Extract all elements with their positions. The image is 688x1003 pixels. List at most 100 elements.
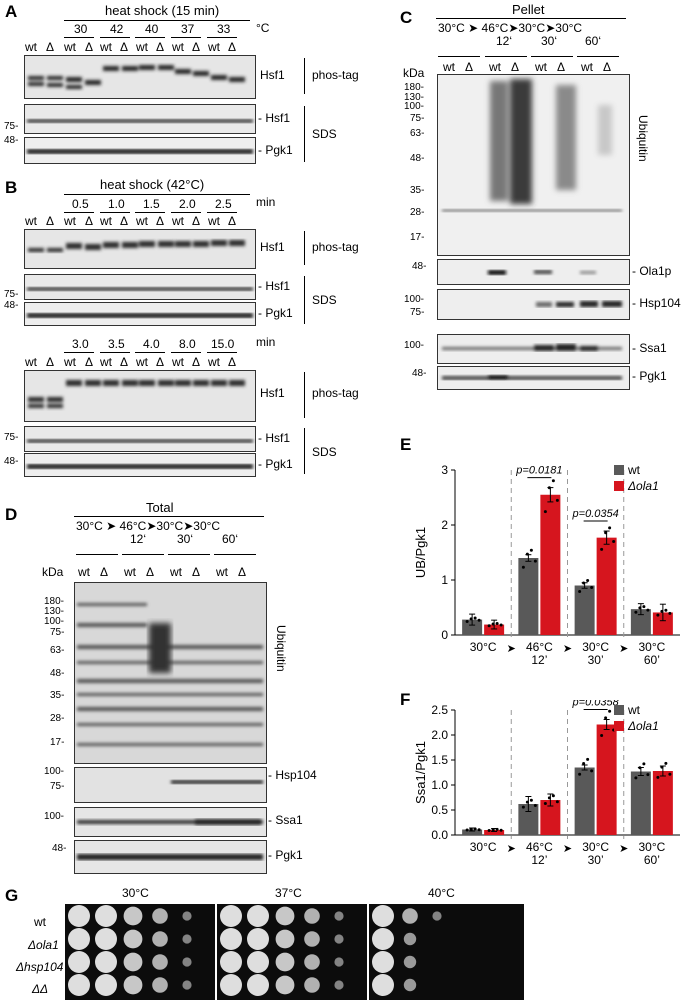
band-pgk1: - Pgk1 — [258, 306, 293, 320]
marker: 75- — [50, 627, 65, 638]
band-hsf1: Hsf1 — [260, 240, 285, 254]
legend-swatch — [614, 721, 624, 731]
data-point — [543, 802, 547, 805]
marker: 180- — [44, 596, 65, 607]
bar — [630, 609, 651, 635]
lane-wt: wt — [64, 40, 76, 54]
x-tick-label: 30’ — [588, 653, 604, 667]
data-point — [495, 622, 499, 626]
panel-label-g: G — [5, 886, 19, 905]
x-tick-label: 12’ — [531, 853, 547, 867]
marker-48: 48- — [4, 456, 19, 467]
temp-40: 40°C — [428, 886, 455, 900]
blot-d-ubiquitin — [74, 582, 267, 764]
y-axis-label: Ssa1/Pgk1 — [413, 741, 428, 804]
yeast-spot — [304, 908, 320, 924]
lane-wt: wt — [100, 355, 112, 369]
blot-c-pgk1 — [437, 366, 630, 390]
band-ssa1: - Ssa1 — [268, 813, 303, 827]
blot-a-pgk1 — [24, 137, 256, 164]
data-point — [551, 794, 555, 798]
y-tick-label: 2 — [441, 518, 448, 532]
data-point — [555, 498, 559, 502]
lane-wt: wt — [136, 355, 148, 369]
yeast-spot — [152, 931, 168, 947]
panel-label-c: C — [400, 8, 413, 27]
lane-delta: Δ — [156, 214, 165, 228]
lane-wt: wt — [489, 60, 501, 74]
bar — [484, 830, 505, 835]
marker: 48- — [410, 153, 425, 164]
lane-delta: Δ — [156, 40, 165, 54]
data-point — [586, 579, 590, 583]
y-tick-label: 1.5 — [431, 753, 448, 767]
data-point — [634, 776, 638, 780]
bar — [518, 558, 539, 635]
band-ssa1: - Ssa1 — [632, 341, 667, 355]
band-pgk1: - Pgk1 — [258, 457, 293, 471]
data-point — [491, 828, 495, 832]
data-point — [656, 775, 660, 779]
bar — [596, 537, 617, 635]
blot-c-ubiquitin — [437, 74, 630, 256]
marker: 35- — [50, 690, 65, 701]
data-point — [555, 800, 559, 804]
x-tick-label: 30°C — [582, 840, 609, 854]
data-point — [473, 827, 477, 831]
x-tick-label: 46°C — [526, 840, 553, 854]
yeast-spot — [372, 928, 394, 950]
x-tick-label: 60’ — [644, 653, 660, 667]
bar — [630, 771, 651, 835]
y-tick-label: 2.5 — [431, 703, 448, 717]
y-tick-label: 3 — [441, 463, 448, 477]
yeast-spot — [123, 906, 143, 926]
temp-label: 40 — [145, 22, 159, 36]
blot-b1-pgk1 — [24, 302, 256, 326]
marker: 28- — [410, 207, 425, 218]
yeast-spot — [247, 928, 269, 950]
data-point — [608, 709, 612, 713]
marker-75: 75- — [4, 432, 19, 443]
yeast-spot — [220, 905, 242, 927]
marker-100: 100- — [404, 294, 425, 305]
bar — [484, 624, 505, 635]
total-title: Total — [146, 500, 174, 515]
data-point — [477, 828, 481, 832]
yeast-spot — [372, 951, 394, 973]
yeast-spot — [95, 905, 117, 927]
yeast-spot — [334, 980, 344, 990]
yeast-spot — [304, 954, 320, 970]
time-60: 60‘ — [585, 34, 602, 48]
marker: 48- — [50, 668, 65, 679]
data-point — [533, 559, 537, 563]
min-unit: min — [256, 195, 276, 209]
time-label: 1.5 — [143, 197, 160, 211]
bar — [652, 612, 673, 635]
lane-wt: wt — [443, 60, 455, 74]
lane-wt: wt — [581, 60, 593, 74]
band-hsf1: - Hsf1 — [258, 431, 291, 445]
blot-c-ssa1 — [437, 334, 630, 364]
time-label: 2.0 — [179, 197, 196, 211]
sds-label: SDS — [312, 445, 337, 459]
lane-wt: wt — [172, 214, 184, 228]
yeast-spot — [152, 977, 168, 993]
yeast-spot — [68, 928, 90, 950]
data-point — [646, 773, 650, 777]
temp-label: 42 — [110, 22, 124, 36]
data-point — [590, 769, 594, 773]
p-value: p=0.0354 — [572, 508, 619, 520]
yeast-spot — [372, 974, 394, 996]
marker-100: 100- — [44, 766, 65, 777]
yeast-spot — [275, 929, 295, 949]
temp-label: 33 — [217, 22, 231, 36]
time-12: 12‘ — [496, 34, 513, 48]
yeast-spot — [304, 931, 320, 947]
marker-48: 48- — [4, 300, 19, 311]
yeast-spot — [247, 974, 269, 996]
panel-label-f: F — [400, 690, 411, 709]
bar — [540, 494, 561, 635]
marker: 28- — [50, 713, 65, 724]
blot-b1-hsf1 — [24, 274, 256, 300]
